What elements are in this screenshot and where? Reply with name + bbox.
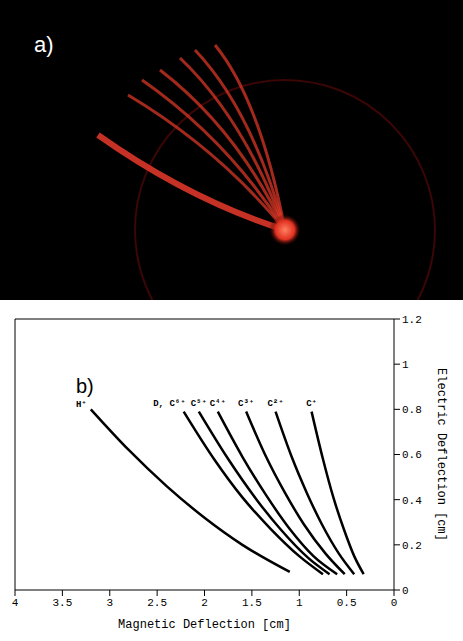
svg-text:1.2: 1.2 xyxy=(402,314,422,326)
svg-text:Electric Deflection [cm]: Electric Deflection [cm] xyxy=(434,368,448,541)
svg-text:0: 0 xyxy=(402,585,409,597)
svg-text:1: 1 xyxy=(402,359,409,371)
svg-text:0.8: 0.8 xyxy=(402,404,422,416)
svg-text:0.2: 0.2 xyxy=(402,540,422,552)
svg-text:C⁵⁺: C⁵⁺ xyxy=(191,399,207,409)
svg-text:C⁴⁺: C⁴⁺ xyxy=(210,399,226,409)
svg-text:3: 3 xyxy=(106,597,113,609)
svg-text:1: 1 xyxy=(296,597,303,609)
svg-text:C³⁺: C³⁺ xyxy=(238,399,254,409)
svg-text:4: 4 xyxy=(12,597,19,609)
svg-text:0.6: 0.6 xyxy=(402,449,422,461)
svg-text:a): a) xyxy=(34,32,54,57)
svg-text:3.5: 3.5 xyxy=(52,597,72,609)
svg-text:2: 2 xyxy=(201,597,208,609)
svg-text:C²⁺: C²⁺ xyxy=(267,399,283,409)
svg-text:Magnetic Deflection [cm]: Magnetic Deflection [cm] xyxy=(118,618,291,632)
svg-text:2.5: 2.5 xyxy=(147,597,167,609)
svg-text:C⁺: C⁺ xyxy=(306,399,317,409)
svg-text:1.5: 1.5 xyxy=(242,597,262,609)
svg-text:H⁺: H⁺ xyxy=(76,400,87,410)
svg-text:0.4: 0.4 xyxy=(402,495,422,507)
svg-text:0: 0 xyxy=(391,597,398,609)
html-text:b): b) xyxy=(76,375,94,397)
svg-text:D, C⁶⁺: D, C⁶⁺ xyxy=(153,399,185,409)
svg-text:0.5: 0.5 xyxy=(337,597,357,609)
